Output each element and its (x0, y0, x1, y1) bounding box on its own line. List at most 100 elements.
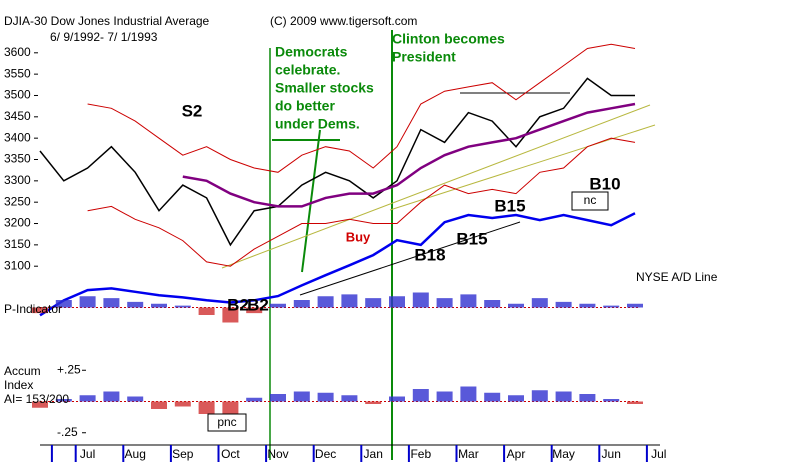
note: celebrate. (275, 62, 340, 78)
bar (127, 301, 144, 308)
bar (246, 307, 263, 314)
bar (460, 294, 477, 308)
bar (246, 397, 263, 402)
bar (32, 401, 48, 408)
bar (412, 292, 429, 308)
bar (579, 394, 596, 402)
x-tick-label: May (552, 447, 575, 461)
y-tick-label: 3150 (4, 237, 31, 251)
note: President (392, 49, 456, 65)
note: do better (275, 98, 335, 114)
y-tick-label: 3200 (4, 216, 31, 230)
annotation: B18 (414, 245, 445, 264)
trend-line (221, 104, 651, 269)
y-tick-label: 3350 (4, 152, 31, 166)
bar (151, 401, 167, 409)
y-tick-label: 3550 (4, 66, 31, 80)
note: under Dems. (275, 116, 360, 132)
label-box (571, 191, 609, 211)
bar (222, 307, 239, 323)
series-line (182, 102, 636, 208)
bar (103, 298, 120, 308)
bar (579, 303, 596, 308)
x-tick-label: Mar (458, 447, 479, 461)
bar (365, 298, 382, 308)
bar (484, 300, 501, 308)
pane-title: Index (4, 378, 33, 392)
annotation: nc (584, 193, 597, 207)
arrow (301, 129, 321, 273)
bar (341, 294, 358, 308)
y-tick-label: 3450 (4, 109, 31, 123)
y-tick-label: +.25 (57, 362, 81, 376)
x-tick-label: Dec (315, 447, 336, 461)
bar (317, 392, 334, 402)
bar (627, 401, 643, 404)
bar (341, 395, 358, 402)
bar (436, 298, 453, 308)
bar (603, 399, 620, 402)
bar (531, 298, 548, 308)
annotation: B15 (494, 196, 525, 215)
y-tick-label: 3600 (4, 45, 31, 59)
bar (55, 399, 72, 402)
bar (531, 390, 548, 402)
bar (412, 389, 429, 402)
series-line (39, 77, 635, 247)
bar (460, 386, 477, 402)
bar (127, 396, 144, 402)
note: Smaller stocks (275, 80, 374, 96)
x-tick-label: Jun (602, 447, 621, 461)
bar (603, 305, 620, 308)
bar (508, 395, 524, 402)
bar (270, 303, 286, 308)
bar (293, 300, 310, 308)
annotation: B15 (456, 229, 487, 248)
y-tick-label: 3400 (4, 130, 31, 144)
x-tick-label: Apr (507, 447, 526, 461)
trend-line (389, 124, 656, 211)
annotation: S2 (182, 101, 203, 120)
x-tick-label: Aug (125, 447, 146, 461)
bar (174, 401, 191, 407)
x-tick-label: Jan (364, 447, 383, 461)
series-line (39, 212, 636, 317)
bar (317, 296, 334, 308)
x-tick-label: Nov (267, 447, 288, 461)
bar (32, 307, 48, 314)
bar (508, 303, 524, 308)
x-tick-label: Sep (172, 447, 194, 461)
bar (79, 296, 96, 308)
bar (103, 391, 120, 402)
chart-title: DJIA-30 Dow Jones Industrial Average (4, 14, 210, 28)
bar (198, 307, 215, 315)
bar (555, 391, 572, 402)
pane-annotation: AI= 153/200 (4, 392, 69, 406)
annotation: Buy (346, 229, 371, 244)
annotation: B2 (227, 295, 249, 314)
y-tick-label: 3250 (4, 194, 31, 208)
bar (198, 401, 215, 414)
x-tick-label: Jul (80, 447, 95, 461)
annotation: B2 (247, 295, 269, 314)
label-box (207, 413, 247, 432)
bar (55, 300, 72, 308)
note: Democrats (275, 44, 348, 60)
box-label: pnc (217, 415, 236, 429)
annotation: B10 (589, 174, 620, 193)
bar (174, 305, 191, 308)
x-tick-label: Jul (651, 447, 666, 461)
bar (151, 303, 167, 308)
bar (484, 392, 501, 402)
copyright: (C) 2009 www.tigersoft.com (270, 14, 417, 28)
bar (270, 394, 286, 402)
bar (365, 401, 382, 404)
y-tick-label: 3100 (4, 258, 31, 272)
bar (436, 391, 453, 402)
bar (555, 301, 572, 308)
note: Clinton becomes (392, 31, 505, 47)
series-line (87, 43, 636, 173)
bar (389, 296, 405, 308)
bar (79, 395, 96, 402)
